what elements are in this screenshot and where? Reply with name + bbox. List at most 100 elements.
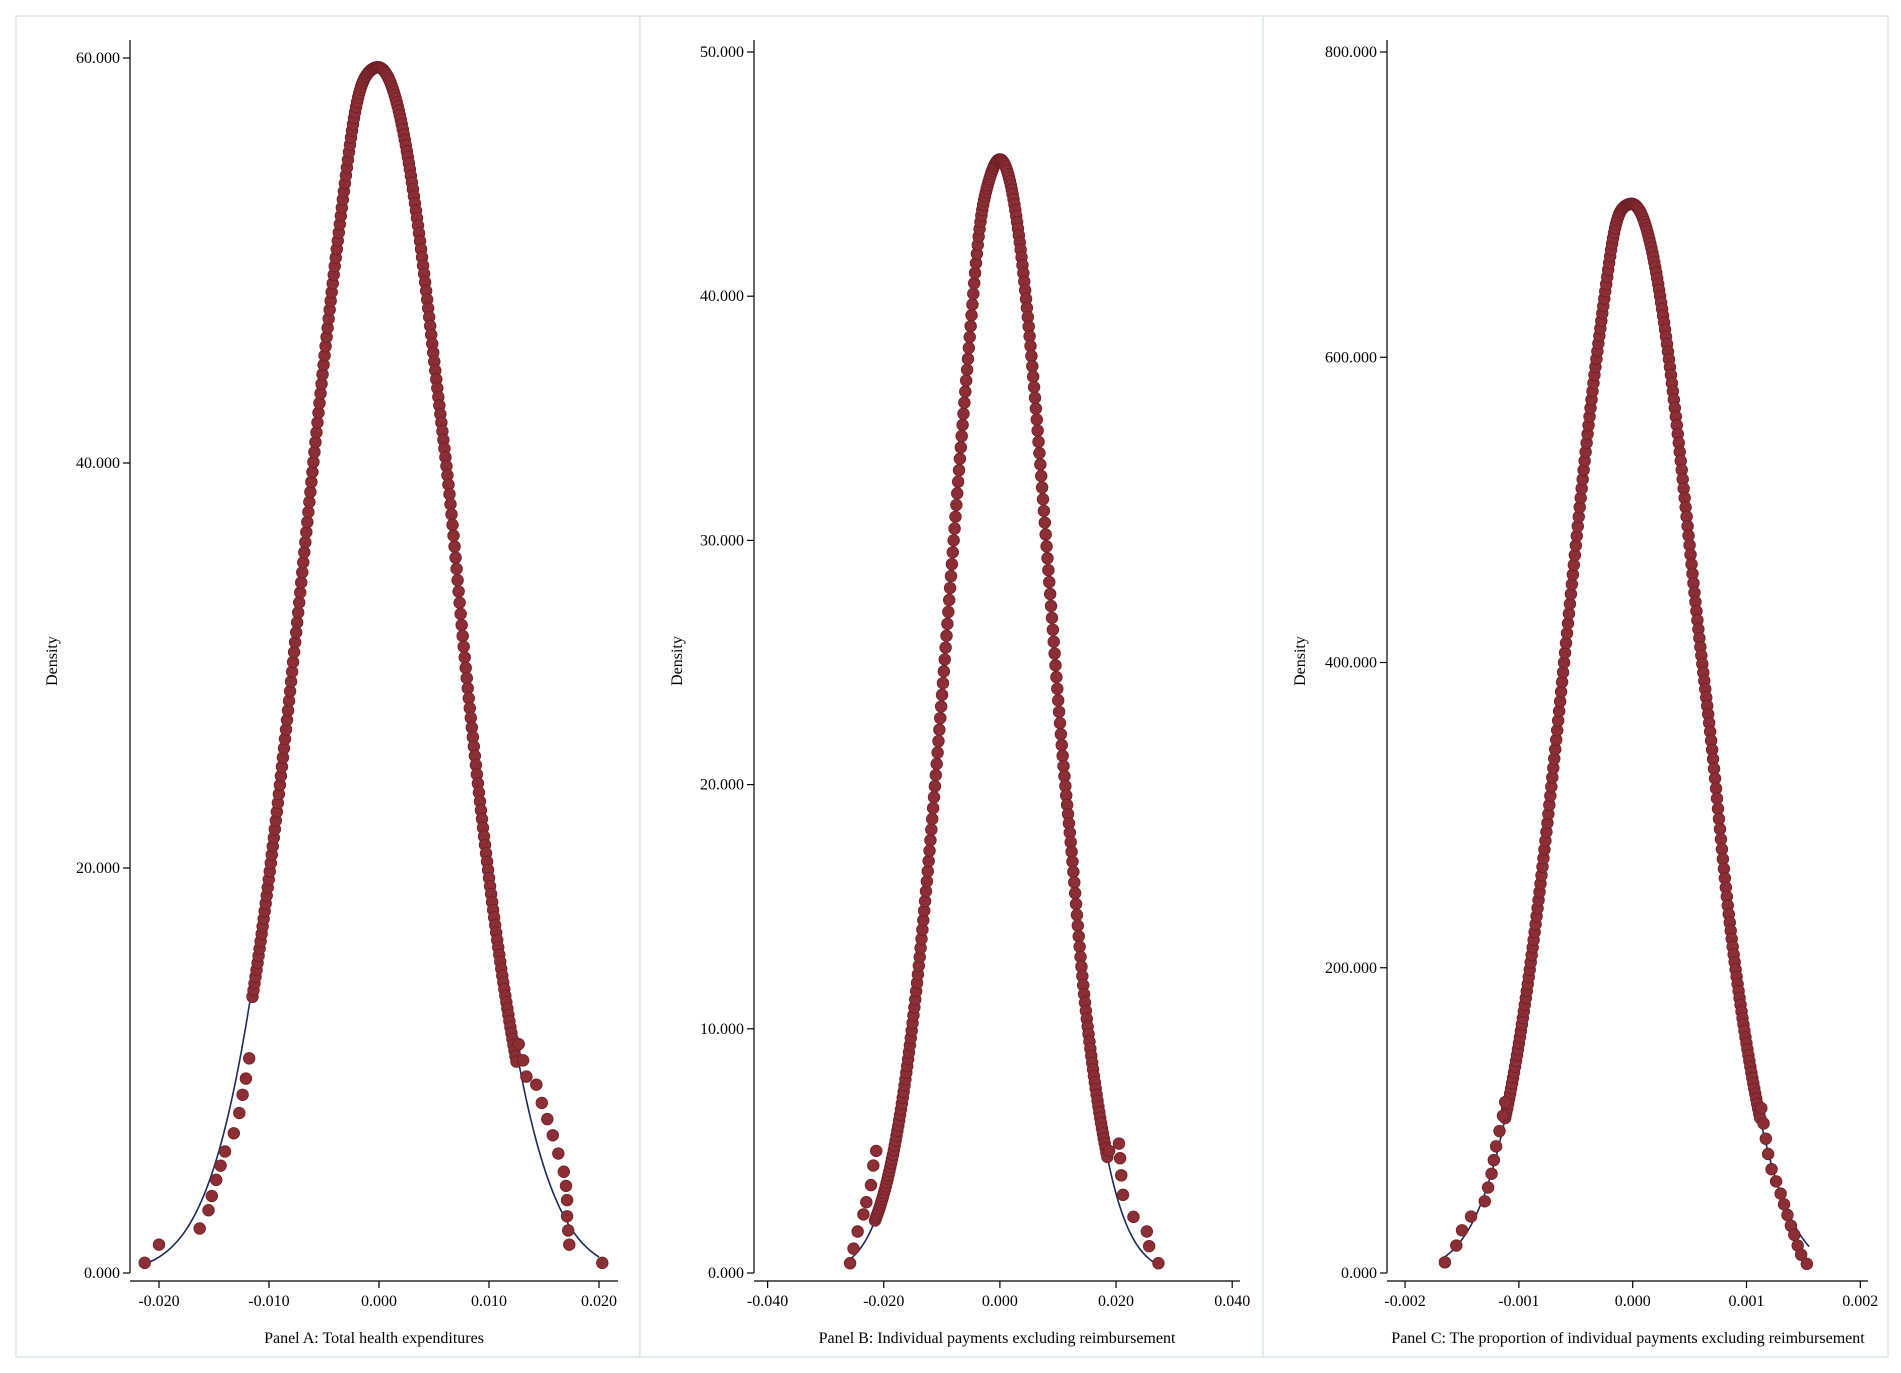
density-point [1800,1257,1814,1271]
y-tick-label: 50.000 [700,44,744,61]
density-point [448,540,461,553]
panel-c-x-axis-title: Panel C: The proportion of individual pa… [1391,1330,1865,1347]
density-point [960,363,974,376]
density-point [1794,1248,1808,1261]
density-point [563,1238,576,1251]
panel-c: 0.000 200.000 400.000 600.000 800.000 -0.002 -… [1262,15,1889,1358]
density-point [1037,504,1051,518]
density-point [843,1257,857,1270]
panel-b: 0.000 10.000 20.000 30.000 40.000 50.000 -0.04… [639,15,1264,1358]
panel-c-points [1438,197,1814,1271]
density-point [559,1179,573,1193]
density-point [1028,391,1042,405]
density-point [952,464,966,477]
panel-a-ticks: 0.000 20.000 40.000 60.000 -0.020 -0.010 0.000… [76,50,617,1310]
density-point [944,569,958,583]
density-point [963,330,976,344]
panel-c-y-axis-title: Density [1292,636,1309,686]
density-point [931,746,944,759]
density-point [922,854,935,868]
density-point [1035,469,1048,483]
density-point [934,700,948,713]
x-tick-label: -0.020 [863,1293,904,1310]
x-tick-label: -0.020 [138,1293,179,1310]
density-point [966,298,979,311]
density-point [961,352,975,366]
density-point [1493,1124,1506,1138]
density-point [560,1193,574,1207]
density-point [193,1222,206,1235]
density-point [520,1070,533,1083]
density-point [1043,575,1056,589]
density-point [1438,1256,1452,1269]
x-tick-label: -0.002 [1384,1293,1425,1310]
density-point [968,277,981,290]
density-point [1050,670,1063,684]
y-tick-label: 400.000 [1325,655,1377,672]
density-point [456,629,469,643]
density-point [233,1106,246,1120]
density-point [1070,908,1084,922]
density-point [945,557,959,571]
density-point [138,1256,151,1270]
density-point [939,641,952,654]
density-point [1046,623,1060,637]
density-point [1030,413,1043,426]
density-point [152,1238,166,1251]
density-point [1485,1167,1498,1180]
density-point [1027,380,1041,394]
y-tick-label: 200.000 [1325,960,1377,977]
density-point [1026,360,1039,373]
density-point [596,1256,609,1270]
density-point [851,1225,864,1238]
y-tick-label: 20.000 [700,777,744,794]
density-point [562,1224,575,1237]
density-point [1049,659,1062,672]
density-point [1034,458,1047,471]
density-point [1755,1101,1768,1115]
density-point [451,574,464,587]
density-point [454,607,467,621]
density-point [928,780,942,793]
density-point [924,834,937,847]
density-point [935,688,949,702]
density-point [242,1052,256,1065]
x-tick-label: 0.001 [1729,1293,1765,1310]
density-point [926,801,940,815]
density-point [552,1147,565,1160]
density-point [1044,599,1058,613]
density-point [955,429,968,443]
panel-a: 0.000 20.000 40.000 60.000 -0.020 -0.010 0.000… [15,15,641,1358]
density-point [1047,635,1060,648]
density-point [941,617,954,631]
density-point [940,629,953,642]
density-point [938,653,951,666]
density-point [951,475,965,488]
density-point [1068,886,1082,900]
density-point [1489,1140,1503,1153]
density-point [1113,1152,1127,1165]
panel-a-y-axis-title: Density [44,636,61,686]
density-point [1042,563,1055,577]
density-point [1029,402,1043,415]
density-point [937,665,951,678]
panel-a-x-axis-title: Panel A: Total health expenditures [264,1330,484,1347]
density-point [1032,435,1045,449]
density-point [453,596,466,610]
density-point [1052,705,1066,719]
density-point [929,768,943,782]
density-point [1066,855,1079,868]
y-tick-label: 40.000 [700,288,744,305]
density-point [1711,802,1725,815]
y-tick-label: 40.000 [76,455,120,472]
density-point [947,534,960,547]
x-tick-label: -0.001 [1498,1293,1539,1310]
density-point [943,581,957,595]
density-point [560,1210,574,1223]
density-point [951,487,964,500]
density-point [450,562,463,576]
density-point [1043,587,1057,601]
density-point [923,844,936,857]
x-tick-label: -0.010 [248,1293,289,1310]
density-point [218,1145,232,1158]
